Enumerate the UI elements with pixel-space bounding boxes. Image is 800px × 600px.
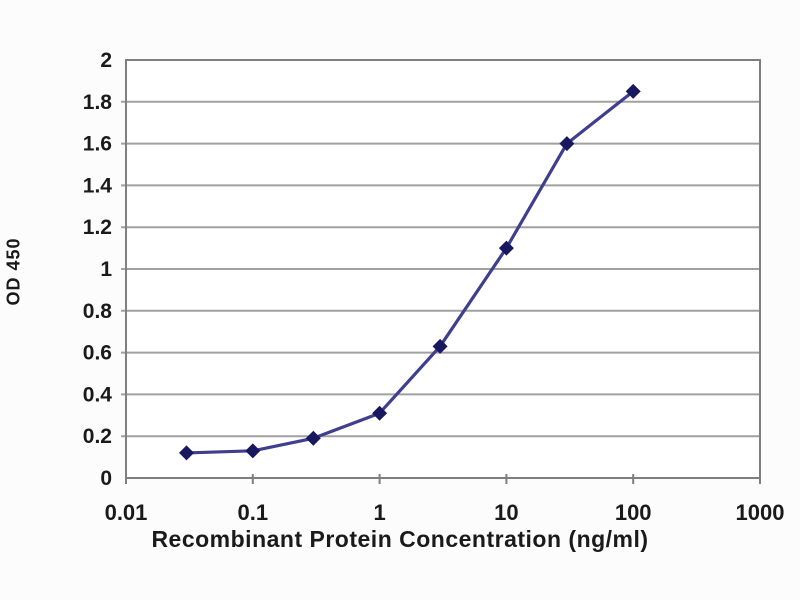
- y-tick-label: 0.2: [83, 425, 112, 448]
- data-point-marker: [498, 240, 514, 256]
- y-tick-label: 1: [100, 258, 112, 281]
- series-line: [186, 90, 635, 455]
- y-tick-label: 1.6: [83, 133, 112, 156]
- y-tick-label: 1.2: [83, 216, 112, 239]
- y-tick-label: 0: [100, 467, 112, 490]
- x-tick-label: 0.01: [105, 500, 148, 525]
- x-axis-title: Recombinant Protein Concentration (ng/ml…: [151, 526, 649, 552]
- data-point-marker: [625, 83, 641, 99]
- plot-border: [125, 59, 761, 479]
- y-tick-label: 2: [100, 49, 112, 72]
- data-point-marker: [372, 405, 388, 421]
- data-point-marker: [305, 430, 321, 446]
- x-tick-label: 1: [373, 500, 385, 525]
- data-point-marker: [178, 445, 194, 461]
- y-tick-label: 0.4: [83, 383, 113, 406]
- x-tick-label: 1000: [736, 500, 785, 525]
- y-tick-label: 0.6: [83, 342, 112, 365]
- data-point-marker: [559, 136, 575, 152]
- x-tick-label: 0.1: [238, 500, 269, 525]
- y-tick-label: 1.8: [83, 91, 113, 114]
- x-tick-label: 100: [615, 500, 652, 525]
- y-axis-title: OD 450: [3, 237, 24, 306]
- y-tick-label: 0.8: [83, 300, 113, 323]
- y-tick-label: 1.4: [83, 174, 113, 197]
- data-point-marker: [432, 338, 448, 354]
- x-tick-label: 10: [494, 500, 518, 525]
- data-point-marker: [245, 443, 261, 459]
